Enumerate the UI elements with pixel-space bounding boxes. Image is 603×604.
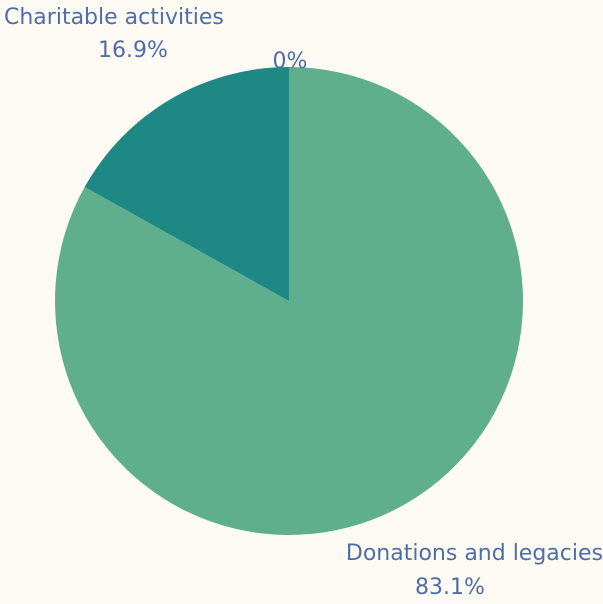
slice-label-donations-percent: 83.1%	[415, 575, 485, 600]
slice-label-zero-percent: 0%	[273, 49, 308, 74]
slice-charitable	[84, 66, 289, 302]
slice-label-zero: 0%	[273, 49, 308, 74]
slice-label-donations: Donations and legacies 83.1%	[346, 541, 603, 600]
slice-label-charitable-percent: 16.9%	[98, 38, 168, 63]
slice-label-charitable: Charitable activities 16.9%	[4, 5, 224, 63]
slice-label-donations-name: Donations and legacies	[346, 541, 603, 566]
pie-slices	[54, 66, 523, 535]
slice-label-charitable-name: Charitable activities	[4, 5, 224, 30]
